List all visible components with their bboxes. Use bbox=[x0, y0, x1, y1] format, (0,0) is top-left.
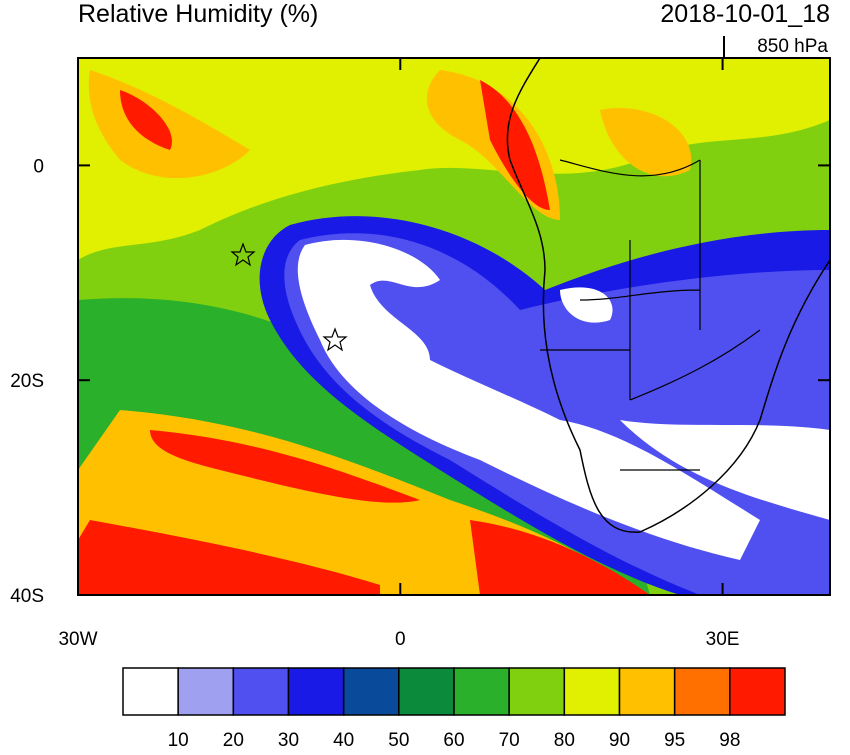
south-saturated bbox=[78, 430, 650, 595]
colorbar-box bbox=[673, 667, 731, 716]
colorbar-label: 60 bbox=[443, 730, 464, 750]
colorbar-box bbox=[232, 667, 290, 716]
colorbar-box bbox=[287, 667, 345, 716]
map-frame bbox=[77, 57, 831, 596]
colorbar-label: 90 bbox=[609, 730, 630, 750]
coastline bbox=[506, 58, 830, 533]
moist-band bbox=[78, 58, 830, 260]
colorbar-box bbox=[453, 667, 510, 716]
level: 850 hPa bbox=[757, 36, 828, 57]
station-marker bbox=[230, 242, 348, 352]
colorbar-label: 20 bbox=[223, 730, 244, 750]
borders bbox=[540, 159, 761, 471]
lat-label: 20S bbox=[10, 371, 44, 392]
lat-label: 0 bbox=[33, 156, 44, 177]
colorbar-label: 50 bbox=[388, 730, 409, 750]
colorbar-label: 40 bbox=[333, 730, 354, 750]
lon-label: 0 bbox=[395, 629, 406, 650]
colorbar-box bbox=[563, 667, 621, 716]
colorbar-label: 70 bbox=[499, 730, 520, 750]
colorbar-label: 30 bbox=[278, 730, 299, 750]
dry-core bbox=[297, 239, 830, 560]
lat-label: 40S bbox=[10, 586, 44, 607]
colorbar-label: 80 bbox=[554, 730, 575, 750]
colorbar-label: 10 bbox=[168, 730, 189, 750]
colorbar-box bbox=[177, 667, 235, 716]
valid-time: 2018-10-01_18 bbox=[660, 0, 830, 28]
colorbar-label: 98 bbox=[719, 730, 740, 750]
lon-label: 30E bbox=[706, 629, 740, 650]
colorbar-box bbox=[342, 667, 400, 716]
lon-label: 30W bbox=[58, 629, 97, 650]
colorbar-box bbox=[508, 667, 566, 716]
colorbar-label: 95 bbox=[664, 730, 685, 750]
field bbox=[78, 58, 830, 595]
colorbar-box bbox=[618, 667, 676, 716]
colorbar-box bbox=[729, 667, 786, 716]
colorbar-box bbox=[398, 667, 455, 716]
title: Relative Humidity (%) bbox=[78, 0, 318, 28]
colorbar-box bbox=[122, 667, 179, 716]
